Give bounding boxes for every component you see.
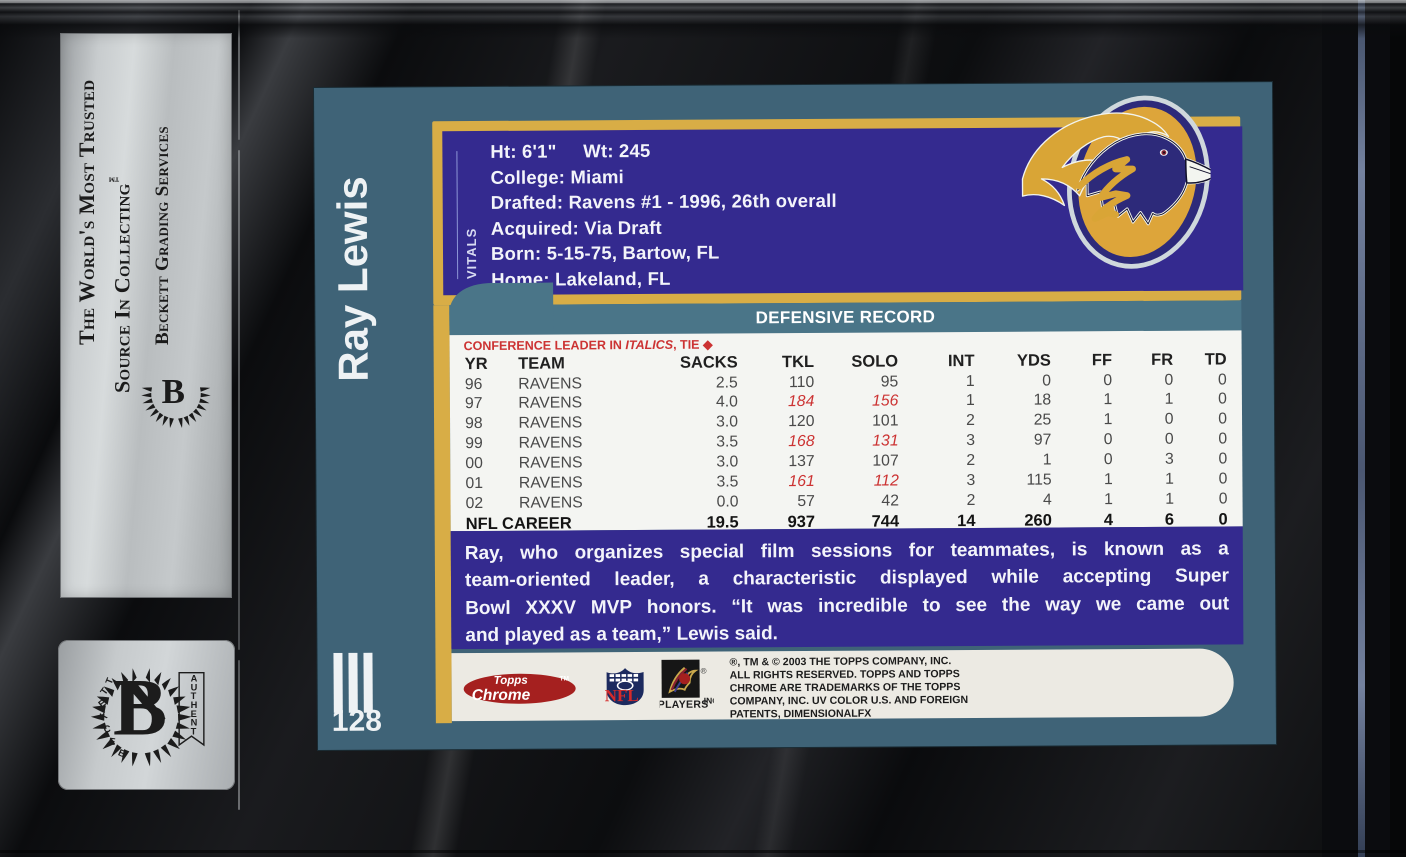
svg-text:Chrome: Chrome: [472, 687, 531, 704]
svg-text:Topps: Topps: [494, 675, 528, 687]
svg-text:PLAYERS: PLAYERS: [659, 699, 708, 711]
svg-text:K: K: [99, 710, 110, 723]
svg-text:T: T: [191, 726, 197, 736]
svg-text:B: B: [113, 662, 167, 752]
svg-text:128: 128: [332, 705, 382, 733]
svg-text:INC: INC: [704, 696, 714, 706]
svg-text:B: B: [162, 372, 185, 411]
svg-text:NFL: NFL: [605, 686, 639, 705]
svg-text:C: C: [103, 724, 111, 736]
svg-text:®: ®: [701, 667, 707, 676]
svg-text:TM: TM: [560, 675, 569, 682]
